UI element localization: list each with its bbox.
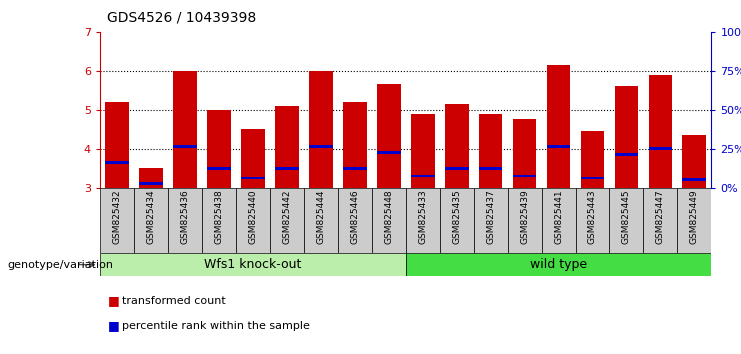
Bar bbox=[648, 147, 672, 150]
Bar bbox=[643, 188, 677, 253]
Bar bbox=[513, 175, 536, 177]
Bar bbox=[614, 86, 638, 188]
Bar bbox=[173, 145, 197, 148]
Bar bbox=[614, 153, 638, 156]
Bar bbox=[411, 114, 434, 188]
Bar bbox=[547, 65, 571, 188]
Bar bbox=[139, 182, 163, 185]
Bar bbox=[609, 188, 643, 253]
Bar bbox=[439, 188, 473, 253]
Bar bbox=[445, 167, 468, 170]
Bar bbox=[542, 188, 576, 253]
Bar bbox=[479, 114, 502, 188]
Bar bbox=[343, 167, 367, 170]
Text: GSM825448: GSM825448 bbox=[385, 190, 393, 244]
Bar bbox=[406, 253, 711, 276]
Bar bbox=[479, 167, 502, 170]
Text: GSM825435: GSM825435 bbox=[452, 190, 461, 244]
Text: GSM825439: GSM825439 bbox=[520, 190, 529, 244]
Bar bbox=[581, 131, 605, 188]
Text: GDS4526 / 10439398: GDS4526 / 10439398 bbox=[107, 11, 256, 25]
Text: transformed count: transformed count bbox=[122, 296, 226, 306]
Bar bbox=[241, 129, 265, 188]
Bar bbox=[377, 84, 401, 188]
Text: GSM825437: GSM825437 bbox=[486, 190, 495, 244]
Bar bbox=[343, 102, 367, 188]
Bar bbox=[547, 145, 571, 148]
Text: GSM825434: GSM825434 bbox=[147, 190, 156, 244]
Bar bbox=[411, 175, 434, 177]
Bar bbox=[100, 188, 134, 253]
Bar bbox=[202, 188, 236, 253]
Bar bbox=[648, 75, 672, 188]
Text: GSM825433: GSM825433 bbox=[418, 190, 427, 244]
Text: GSM825446: GSM825446 bbox=[350, 190, 359, 244]
Bar bbox=[105, 161, 129, 164]
Text: GSM825442: GSM825442 bbox=[282, 190, 291, 244]
Bar bbox=[406, 188, 439, 253]
Text: GSM825449: GSM825449 bbox=[690, 190, 699, 244]
Text: genotype/variation: genotype/variation bbox=[7, 259, 113, 270]
Bar bbox=[241, 177, 265, 179]
Bar bbox=[207, 110, 230, 188]
Bar bbox=[134, 188, 168, 253]
Bar bbox=[377, 151, 401, 154]
Text: wild type: wild type bbox=[530, 258, 587, 271]
Text: GSM825438: GSM825438 bbox=[214, 190, 223, 244]
Bar bbox=[173, 71, 197, 188]
Bar bbox=[270, 188, 304, 253]
Bar bbox=[473, 188, 508, 253]
Text: percentile rank within the sample: percentile rank within the sample bbox=[122, 321, 310, 331]
Text: ■: ■ bbox=[107, 319, 119, 332]
Bar bbox=[309, 71, 333, 188]
Bar bbox=[207, 167, 230, 170]
Bar bbox=[338, 188, 372, 253]
Bar bbox=[682, 135, 706, 188]
Bar bbox=[275, 167, 299, 170]
Bar bbox=[508, 188, 542, 253]
Text: GSM825445: GSM825445 bbox=[622, 190, 631, 244]
Bar bbox=[168, 188, 202, 253]
Text: GSM825440: GSM825440 bbox=[248, 190, 257, 244]
Bar bbox=[236, 188, 270, 253]
Bar bbox=[139, 168, 163, 188]
Text: GSM825443: GSM825443 bbox=[588, 190, 597, 244]
Text: Wfs1 knock-out: Wfs1 knock-out bbox=[205, 258, 302, 271]
Bar bbox=[682, 178, 706, 181]
Bar bbox=[105, 102, 129, 188]
Bar bbox=[581, 177, 605, 179]
Bar bbox=[304, 188, 338, 253]
Bar bbox=[100, 253, 406, 276]
Bar bbox=[309, 145, 333, 148]
Text: GSM825436: GSM825436 bbox=[181, 190, 190, 244]
Bar bbox=[513, 120, 536, 188]
Bar bbox=[275, 106, 299, 188]
Bar bbox=[677, 188, 711, 253]
Bar bbox=[372, 188, 406, 253]
Text: GSM825441: GSM825441 bbox=[554, 190, 563, 244]
Text: ■: ■ bbox=[107, 295, 119, 307]
Text: GSM825444: GSM825444 bbox=[316, 190, 325, 244]
Bar bbox=[445, 104, 468, 188]
Bar bbox=[576, 188, 609, 253]
Text: GSM825432: GSM825432 bbox=[113, 190, 122, 244]
Text: GSM825447: GSM825447 bbox=[656, 190, 665, 244]
